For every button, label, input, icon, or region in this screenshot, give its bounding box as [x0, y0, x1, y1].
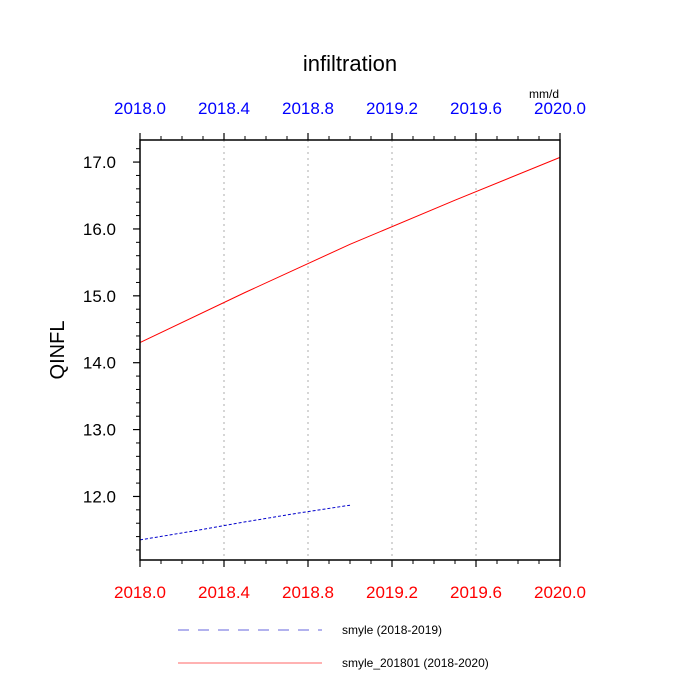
x-tick-label-bottom: 2020.0 — [534, 583, 586, 602]
y-tick-label: 17.0 — [83, 153, 116, 172]
grid-layer — [223, 140, 477, 560]
legend-label-2: smyle_201801 (2018-2020) — [342, 656, 489, 670]
x-tick-label-top: 2018.4 — [198, 99, 250, 118]
units-label: mm/d — [529, 87, 559, 101]
x-tick-label-bottom: 2019.6 — [450, 583, 502, 602]
x-tick-label-top: 2018.8 — [282, 99, 334, 118]
x-tick-label-bottom: 2018.8 — [282, 583, 334, 602]
chart-title: infiltration — [303, 51, 397, 76]
x-tick-label-top: 2019.6 — [450, 99, 502, 118]
x-tick-label-bottom: 2019.2 — [366, 583, 418, 602]
x-tick-label-bottom: 2018.0 — [114, 583, 166, 602]
y-tick-label: 12.0 — [83, 487, 116, 506]
series-layer — [139, 156, 561, 541]
x-tick-label-top: 2018.0 — [114, 99, 166, 118]
y-tick-label: 15.0 — [83, 287, 116, 306]
x-tick-label-top: 2020.0 — [534, 99, 586, 118]
y-tick-label: 16.0 — [83, 220, 116, 239]
y-tick-label: 13.0 — [83, 421, 116, 440]
x-tick-label-bottom: 2018.4 — [198, 583, 250, 602]
x-tick-label-top: 2019.2 — [366, 99, 418, 118]
legend: smyle (2018-2019) smyle_201801 (2018-2020… — [178, 623, 489, 670]
y-tick-label: 14.0 — [83, 354, 116, 373]
plot-frame — [139, 139, 561, 561]
tick-layer: 2018.0 2018.0 2018.4 2018.4 2018.8 2018.8 2019… — [83, 99, 586, 602]
legend-label-1: smyle (2018-2019) — [342, 623, 442, 637]
y-axis-label: QINFL — [47, 321, 69, 380]
series-line-2 — [139, 156, 561, 344]
series-line-1 — [139, 504, 351, 541]
